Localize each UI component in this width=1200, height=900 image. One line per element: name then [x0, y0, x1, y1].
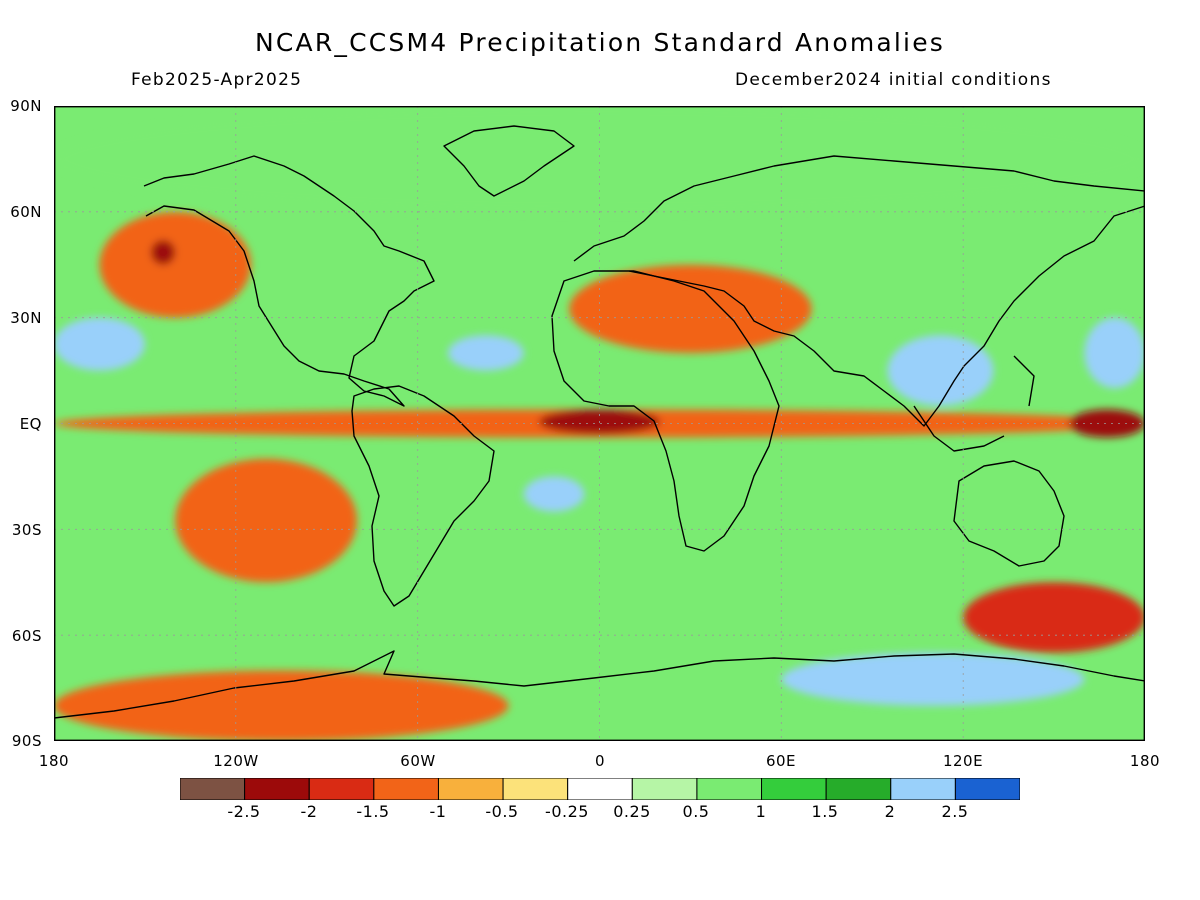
forecast-period: Feb2025-Apr2025 [131, 70, 303, 90]
colorbar-swatch [825, 778, 892, 800]
coastline-eurasia [573, 155, 1145, 427]
colorbar-swatch [244, 778, 310, 800]
lat-label-60s: 60S [11, 627, 42, 645]
lon-label-180e: 180 [1129, 752, 1161, 770]
colorbar-swatch [696, 778, 763, 800]
colorbar-swatch [180, 778, 246, 800]
anomaly-region [175, 458, 358, 583]
map-frame [54, 106, 1145, 741]
colorbar-label: 0.5 [682, 802, 710, 821]
coastline-antarctica [54, 650, 1145, 719]
coastline-africa [551, 270, 780, 552]
coastline-southeast-asia [913, 355, 1035, 452]
lat-label-30s: 30S [11, 521, 42, 539]
colorbar [180, 778, 1020, 800]
colorbar-label: -0.25 [545, 802, 589, 821]
colorbar-label: 2 [884, 802, 896, 821]
lat-label-90s: 90S [11, 732, 42, 750]
colorbar-label: -2 [300, 802, 318, 821]
initial-conditions: December2024 initial conditions [735, 70, 1052, 90]
coastline-greenland [443, 125, 575, 197]
coastline-south-america [351, 385, 495, 607]
colorbar-swatch [631, 778, 698, 800]
colorbar-swatch [567, 778, 633, 800]
anomaly-region [54, 670, 509, 741]
colorbar-swatch [761, 778, 827, 800]
anomaly-region [1069, 409, 1145, 438]
anomaly-region [781, 652, 1085, 706]
colorbar-label: -0.5 [485, 802, 519, 821]
colorbar-label: 1 [755, 802, 767, 821]
colorbar-swatch [890, 778, 956, 800]
lon-label-60w: 60W [400, 752, 436, 770]
colorbar-swatch [373, 778, 439, 800]
anomaly-region [1084, 317, 1145, 389]
coastline-australia [953, 460, 1065, 567]
anomaly-region [99, 211, 251, 318]
lat-label-60n: 60N [10, 203, 42, 221]
anomaly-region [150, 240, 176, 265]
lon-label-180w: 180 [38, 752, 70, 770]
lat-label-eq: EQ [19, 415, 42, 433]
colorbar-label: 2.5 [941, 802, 969, 821]
lon-label-120e: 120E [942, 752, 984, 770]
lat-label-30n: 30N [10, 309, 42, 327]
anomaly-region [54, 317, 145, 371]
colorbar-swatch [502, 778, 569, 800]
lat-label-90n: 90N [10, 97, 42, 115]
coastlines [54, 125, 1145, 719]
colorbar-label: -1.5 [356, 802, 390, 821]
anomaly-map [54, 106, 1145, 741]
anomaly-region [569, 264, 812, 353]
anomaly-region [523, 476, 585, 512]
grid-lines [54, 106, 1145, 741]
anomaly-region [447, 335, 524, 371]
colorbar-swatch [437, 778, 504, 800]
colorbar-swatch [954, 778, 1020, 800]
colorbar-label: 1.5 [811, 802, 839, 821]
lon-label-120w: 120W [213, 752, 259, 770]
lon-label-60e: 60E [765, 752, 797, 770]
map-title: NCAR_CCSM4 Precipitation Standard Anomal… [254, 28, 946, 57]
coastline-north-america [143, 155, 435, 407]
colorbar-label: 0.25 [613, 802, 651, 821]
colorbar-label: -1 [429, 802, 447, 821]
anomaly-region [963, 582, 1145, 653]
lon-label-0: 0 [594, 752, 606, 770]
colorbar-swatch [308, 778, 375, 800]
colorbar-label: -2.5 [227, 802, 261, 821]
anomaly-region [54, 106, 1145, 212]
anomaly-region [887, 335, 994, 406]
